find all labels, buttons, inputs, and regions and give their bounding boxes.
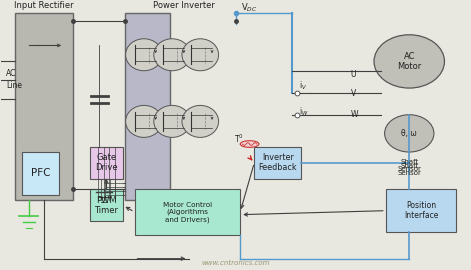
- Ellipse shape: [182, 39, 219, 71]
- Text: AC
Motor: AC Motor: [397, 52, 422, 71]
- Text: Position
Interface: Position Interface: [404, 201, 438, 220]
- Text: i$_W$: i$_W$: [299, 106, 309, 118]
- Bar: [254, 147, 301, 179]
- Text: W: W: [350, 110, 358, 119]
- Text: Shaft
Sensor: Shaft Sensor: [398, 163, 421, 176]
- Bar: [22, 152, 59, 195]
- Ellipse shape: [154, 39, 190, 71]
- Text: Shaft
Sensor: Shaft Sensor: [398, 159, 421, 172]
- Text: Motor Control
(Algorithms
and Drivers): Motor Control (Algorithms and Drivers): [163, 201, 212, 222]
- Bar: [125, 14, 170, 200]
- Text: Inverter
Feedback: Inverter Feedback: [259, 153, 297, 173]
- Text: θ, ω: θ, ω: [401, 129, 417, 138]
- Text: U: U: [350, 70, 356, 79]
- Text: Line: Line: [6, 81, 22, 90]
- Bar: [135, 189, 240, 235]
- Ellipse shape: [374, 35, 445, 88]
- Text: www.cntronics.com: www.cntronics.com: [201, 261, 270, 266]
- Text: Power Inverter: Power Inverter: [154, 1, 215, 11]
- Text: V: V: [350, 89, 356, 98]
- Text: Input Rectifier: Input Rectifier: [14, 1, 74, 11]
- Bar: [386, 189, 456, 232]
- Bar: [90, 189, 123, 221]
- Text: V$_{DC}$: V$_{DC}$: [241, 2, 258, 14]
- Ellipse shape: [240, 141, 259, 147]
- Ellipse shape: [126, 39, 162, 71]
- Ellipse shape: [154, 105, 190, 137]
- Text: PFC: PFC: [31, 168, 50, 178]
- Ellipse shape: [182, 105, 219, 137]
- Ellipse shape: [385, 115, 434, 152]
- Text: PWM
Timer: PWM Timer: [94, 196, 118, 215]
- Text: AC: AC: [6, 69, 16, 78]
- Text: T$^0$: T$^0$: [234, 133, 244, 145]
- Bar: [15, 14, 73, 200]
- Bar: [90, 147, 123, 179]
- Text: i$_V$: i$_V$: [299, 79, 307, 92]
- Text: Gate
Drive: Gate Drive: [95, 153, 118, 173]
- Ellipse shape: [126, 105, 162, 137]
